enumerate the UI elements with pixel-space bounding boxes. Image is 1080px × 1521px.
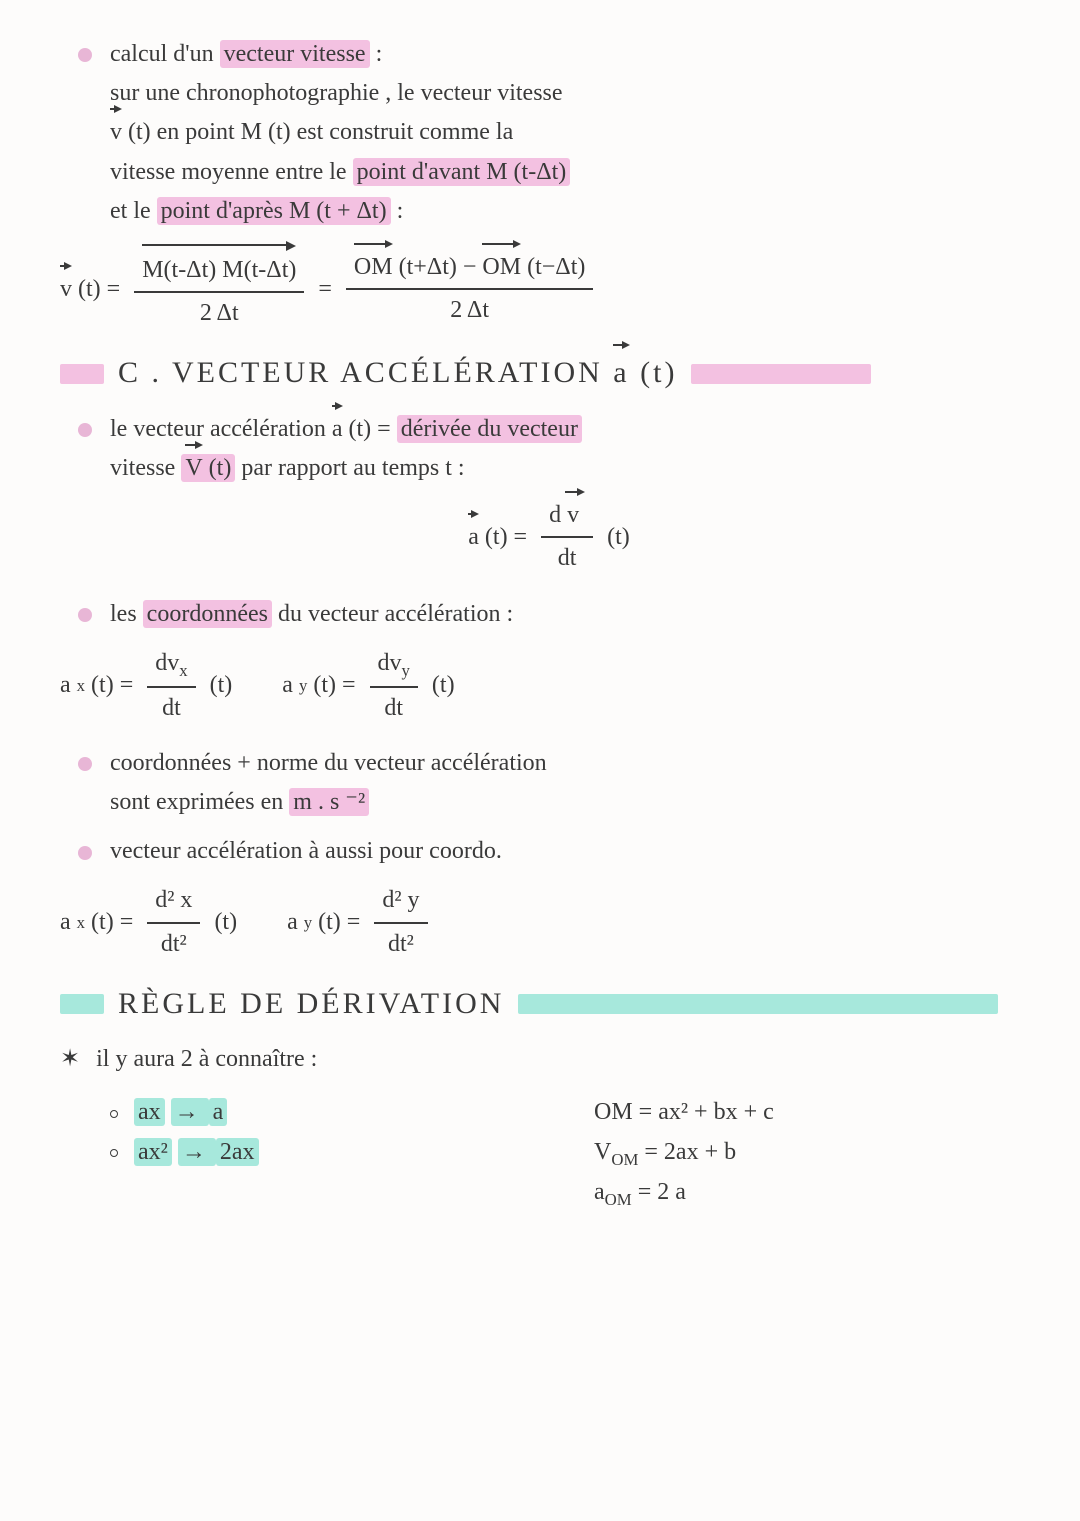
vector-v: v	[110, 114, 122, 151]
heading-text: C . VECTEUR ACCÉLÉRATION a (t)	[118, 350, 677, 397]
rules-intro: ✶ il y aura 2 à connaître :	[60, 1041, 1038, 1078]
intro-line-5: et le point d'après M (t + Δt) :	[110, 193, 1038, 230]
example-col: OM = ax² + bx + c VOM = 2ax + b aOM = 2 …	[594, 1092, 1038, 1215]
intro-line-1: calcul d'un vecteur vitesse :	[78, 36, 1038, 73]
units-line-1: coordonnées + norme du vecteur accélérat…	[78, 745, 1038, 782]
rule-1: ax → a	[110, 1094, 554, 1131]
bullet-icon	[78, 757, 92, 771]
intro-line-2: sur une chronophotographie , le vecteur …	[110, 75, 1038, 112]
bullet-icon	[78, 423, 92, 437]
example-line-3: aOM = 2 a	[594, 1174, 1038, 1213]
heading-derivation: RÈGLE DE DÉRIVATION	[60, 981, 1038, 1028]
circle-icon	[110, 1149, 118, 1157]
vector-v: V	[185, 450, 202, 487]
bullet-icon	[78, 608, 92, 622]
text: :	[370, 41, 383, 67]
bullet-icon	[78, 48, 92, 62]
arrow-icon: →	[178, 1138, 216, 1166]
heading-text: RÈGLE DE DÉRIVATION	[118, 981, 504, 1028]
circle-icon	[110, 1110, 118, 1118]
bullet-icon	[78, 846, 92, 860]
fraction: M(t-Δt) M(t-Δt) 2 Δt	[134, 246, 304, 332]
intro-line-4: vitesse moyenne entre le point d'avant M…	[110, 154, 1038, 191]
accel-definition: le vecteur accélération a (t) = dérivée …	[78, 411, 1038, 448]
rule-2: ax² → 2ax	[110, 1134, 554, 1171]
equation-coords-2: ax (t) = d² x dt² (t) ay (t) = d² y dt²	[60, 882, 1038, 962]
units-line-2: sont exprimées en m . s ⁻²	[110, 784, 1038, 821]
equation-a-def: a (t) = d v dt (t)	[60, 497, 1038, 577]
heading-bar-left	[60, 994, 104, 1014]
example-line-1: OM = ax² + bx + c	[594, 1094, 1038, 1131]
fraction: OM (t+Δt) − OM (t−Δt) 2 Δt	[346, 249, 593, 329]
rules-col: ax → a ax² → 2ax	[110, 1092, 554, 1172]
heading-bar-left	[60, 364, 104, 384]
text: calcul d'un	[110, 41, 220, 67]
accel-alt-coords: vecteur accélération à aussi pour coordo…	[78, 833, 1038, 870]
heading-bar-right	[518, 994, 998, 1014]
vector-v: v	[60, 271, 72, 308]
heading-acceleration: C . VECTEUR ACCÉLÉRATION a (t)	[60, 350, 1038, 397]
equation-coords-1: ax (t) = dvx dt (t) ay (t) = dvy dt (t)	[60, 645, 1038, 727]
arrow-icon: →	[171, 1098, 209, 1126]
example-line-2: VOM = 2ax + b	[594, 1134, 1038, 1173]
accel-coords-label: les coordonnées du vecteur accélération …	[78, 596, 1038, 633]
rules-and-example: ax → a ax² → 2ax OM = ax² + bx + c VOM =…	[110, 1092, 1038, 1215]
intro-line-3: v (t) en point M (t) est construit comme…	[110, 114, 1038, 151]
equation-velocity-chrono: v (t) = M(t-Δt) M(t-Δt) 2 Δt = OM (t+Δt)…	[60, 246, 1038, 332]
heading-bar-right	[691, 364, 871, 384]
star-icon: ✶	[60, 1046, 80, 1072]
accel-definition-2: vitesse V (t) par rapport au temps t :	[110, 450, 1038, 487]
highlight: vecteur vitesse	[220, 40, 370, 68]
